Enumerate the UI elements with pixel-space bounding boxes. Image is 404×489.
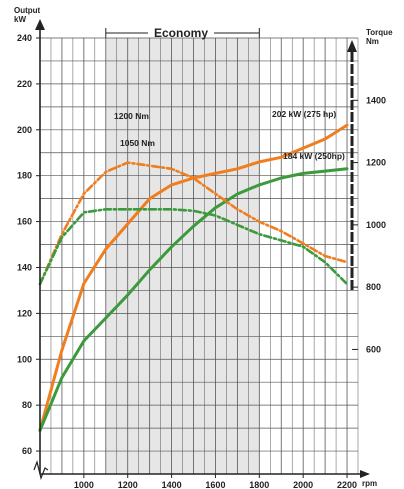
- y-left-title-line2: kW: [14, 15, 26, 24]
- label-torque-1050: 1050 Nm: [120, 138, 155, 148]
- y-left-tick-label: 120: [17, 308, 32, 318]
- y-right-axis-arrow: [347, 40, 357, 52]
- y-left-tick-label: 60: [22, 446, 32, 456]
- y-right-tick-label: 1000: [366, 220, 386, 230]
- y-right-tick-label: 1400: [366, 95, 386, 105]
- x-tick-label: 1200: [118, 480, 138, 489]
- y-right-tick-label: 1200: [366, 158, 386, 168]
- series-line-torque-3: [38, 208, 349, 286]
- x-tick-label: 1400: [162, 480, 182, 489]
- x-tick-label: 1000: [74, 480, 94, 489]
- y-right-title-line2: Nm: [366, 37, 379, 46]
- economy-label: Economy: [154, 26, 208, 40]
- x-tick-label: 2200: [337, 480, 357, 489]
- y-axis-break-mark: [33, 459, 49, 480]
- series-line-power-1: [38, 167, 349, 432]
- label-power-184: 184 kW (250hp): [283, 151, 345, 161]
- x-tick-label: 1800: [249, 480, 269, 489]
- label-power-202: 202 kW (275 hp): [272, 109, 336, 119]
- y-left-axis-arrow: [35, 19, 45, 30]
- x-axis-title: rpm: [362, 479, 377, 488]
- y-left-tick-label: 80: [22, 400, 32, 410]
- y-left-title-line1: Output: [14, 6, 41, 15]
- label-torque-1200: 1200 Nm: [114, 111, 149, 121]
- x-tick-label: 1600: [205, 480, 225, 489]
- x-tick-label: 2000: [293, 480, 313, 489]
- y-left-tick-label: 160: [17, 217, 32, 227]
- y-left-tick-label: 240: [17, 33, 32, 43]
- y-left-tick-label: 200: [17, 125, 32, 135]
- x-axis-arrow: [360, 470, 370, 478]
- series-line-torque-2: [38, 161, 349, 286]
- y-left-tick-label: 100: [17, 354, 32, 364]
- y-right-tick-label: 800: [366, 282, 381, 292]
- y-right-title-line1: Torque: [366, 28, 393, 37]
- y-left-tick-label: 180: [17, 171, 32, 181]
- y-left-tick-label: 220: [17, 79, 32, 89]
- y-right-tick-label: 600: [366, 344, 381, 354]
- y-left-tick-label: 140: [17, 262, 32, 272]
